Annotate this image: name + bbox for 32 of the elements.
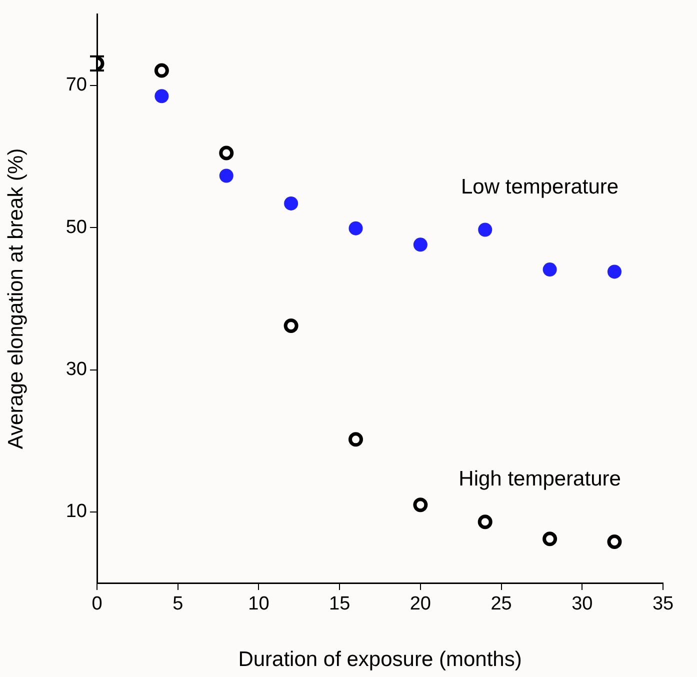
- point: [348, 221, 363, 236]
- point: [478, 514, 492, 530]
- point: [219, 168, 234, 183]
- x-tick-label: 10: [248, 594, 270, 615]
- series-label: Low temperature: [461, 176, 619, 199]
- x-axis-title: Duration of exposure (months): [238, 648, 522, 672]
- x-tick-label: 15: [329, 594, 350, 615]
- point: [154, 63, 169, 78]
- point: [284, 196, 298, 210]
- y-tick-label: 10: [66, 501, 87, 522]
- point: [607, 264, 622, 279]
- point: [413, 238, 428, 252]
- x-tick-label: 0: [92, 594, 102, 615]
- y-axis-title: Average elongation at break (%): [4, 148, 28, 450]
- y-tick-label: 50: [66, 216, 87, 238]
- point: [478, 222, 492, 237]
- point: [413, 498, 428, 512]
- point: [542, 532, 558, 546]
- point: [348, 432, 363, 447]
- y-tick-label: 30: [66, 359, 87, 380]
- x-tick-label: 35: [652, 594, 674, 615]
- point: [607, 534, 622, 550]
- x-tick-label: 25: [490, 594, 512, 615]
- point: [154, 89, 169, 104]
- point: [219, 146, 234, 160]
- x-tick-label: 20: [410, 594, 431, 615]
- point: [542, 262, 557, 277]
- series-label: High temperature: [458, 468, 621, 491]
- x-tick-label: 5: [172, 594, 184, 615]
- point: [284, 318, 298, 333]
- y-tick-label: 70: [66, 74, 87, 96]
- x-tick-label: 30: [572, 594, 593, 615]
